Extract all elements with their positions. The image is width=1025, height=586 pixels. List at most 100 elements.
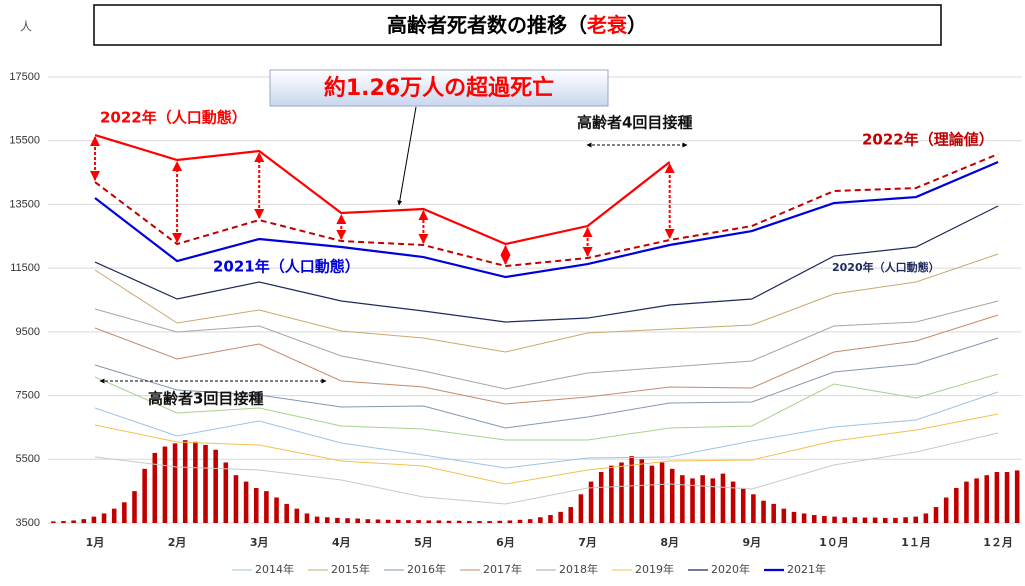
label-2022-theory: 2022年（理論値） [862, 131, 994, 149]
daily-bar [700, 475, 705, 523]
x-tick-label: 7月 [578, 536, 597, 549]
daily-bar [629, 456, 634, 523]
daily-bar [385, 519, 391, 523]
daily-bar [538, 517, 543, 523]
x-tick-label: 4月 [332, 536, 351, 549]
daily-bar [223, 462, 229, 523]
daily-bar [954, 487, 959, 523]
daily-bar [172, 443, 178, 523]
daily-bar [690, 478, 695, 523]
x-tick-label: 1２月 [983, 536, 1013, 549]
daily-bar [822, 515, 827, 523]
daily-bar [619, 462, 624, 523]
daily-bar [730, 481, 736, 523]
daily-bar [294, 508, 300, 523]
daily-bar [842, 517, 847, 523]
series-line [94, 205, 999, 323]
series-line [94, 161, 999, 279]
daily-bar [720, 473, 726, 523]
daily-bar [487, 521, 492, 523]
daily-bar [598, 472, 604, 523]
daily-bar [507, 520, 513, 523]
daily-bar [1004, 472, 1010, 523]
daily-bar [497, 520, 503, 523]
daily-bar [446, 520, 452, 523]
y-tick-label: 17500 [9, 71, 40, 83]
title-end: ） [627, 13, 647, 37]
daily-bar [761, 500, 766, 523]
daily-bar [304, 513, 310, 523]
daily-bar [852, 517, 858, 523]
label-2021: 2021年（人口動態） [213, 258, 360, 276]
x-tick-label: 5月 [414, 536, 433, 549]
callout-box [269, 69, 609, 107]
daily-bar [933, 507, 939, 523]
daily-bar [375, 519, 381, 523]
daily-bar [811, 515, 817, 523]
daily-bar [740, 487, 746, 523]
series-line [94, 153, 999, 268]
chart-title: 高齢者死者数の推移（老衰） [387, 13, 647, 37]
y-tick-label: 15500 [9, 135, 40, 147]
series-line [94, 373, 999, 441]
daily-bar [994, 472, 1000, 523]
series-line [94, 337, 999, 429]
daily-bar [578, 494, 584, 523]
daily-bar [456, 520, 462, 523]
daily-bar [964, 481, 969, 523]
x-tick-label: 3月 [250, 536, 269, 549]
daily-bar [771, 503, 776, 523]
daily-bar [314, 516, 320, 523]
daily-bar [477, 521, 482, 523]
daily-bar [91, 516, 97, 523]
daily-bar [649, 465, 655, 523]
daily-bar [517, 519, 523, 523]
daily-bar [274, 497, 279, 523]
title-box [93, 4, 942, 46]
daily-bar [162, 446, 168, 523]
daily-bar [984, 475, 990, 523]
label-3rd-dose: 高齢者3回目接種 [148, 390, 263, 408]
daily-bar [264, 491, 269, 523]
daily-bar [872, 517, 878, 523]
daily-bar [467, 521, 472, 523]
daily-bar [669, 468, 675, 523]
daily-bar [832, 516, 837, 523]
daily-bar [639, 459, 645, 523]
daily-bar [568, 507, 574, 523]
daily-bar [416, 520, 421, 523]
daily-bar [365, 519, 371, 523]
daily-bar [111, 508, 117, 523]
daily-bar [548, 515, 553, 523]
series-line [94, 300, 999, 390]
daily-bar [1014, 470, 1020, 523]
y-tick-label: 13500 [9, 198, 40, 210]
daily-bar [923, 513, 929, 523]
daily-bar [345, 518, 350, 523]
legend-label: 2014年 [255, 562, 294, 576]
daily-bar [142, 468, 147, 523]
daily-bar [81, 519, 87, 523]
series-line [94, 391, 999, 469]
daily-bar [436, 520, 442, 523]
x-tick-label: 1０月 [819, 536, 849, 549]
daily-bar [233, 475, 239, 523]
title-highlight: 老衰 [587, 13, 628, 37]
daily-bar [883, 517, 888, 523]
series-line [94, 413, 999, 485]
callout: 約1.26万人の超過死亡 [324, 75, 554, 101]
y-unit: 人 [20, 20, 32, 34]
daily-bar [182, 440, 188, 523]
daily-bar [426, 520, 432, 523]
daily-bar [284, 503, 289, 523]
y-tick-label: 3500 [16, 517, 40, 529]
daily-bar [893, 517, 898, 523]
x-tick-label: 1月 [86, 536, 105, 549]
x-tick-label: 6月 [496, 536, 515, 549]
x-tick-label: 1１月 [901, 536, 931, 549]
series-line [94, 314, 999, 405]
callout-pointer [397, 106, 417, 206]
y-tick-label: 11500 [10, 262, 40, 274]
x-tick-label: 8月 [660, 536, 679, 549]
